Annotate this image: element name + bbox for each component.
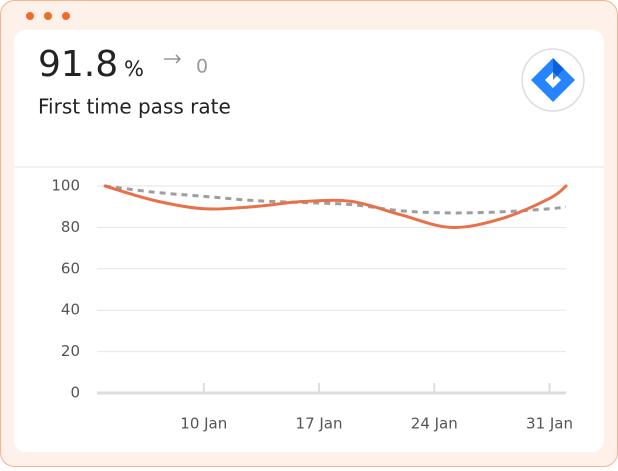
metric-title: First time pass rate: [38, 95, 231, 119]
trend-arrow: [164, 54, 181, 64]
window-dot: [62, 12, 70, 20]
y-tick-label: 100: [51, 177, 80, 195]
metric-change: 0: [196, 56, 208, 78]
metric-unit: %: [124, 57, 144, 81]
x-tick-label: 17 Jan: [296, 415, 343, 433]
y-tick-label: 40: [61, 301, 80, 319]
y-tick-label: 80: [61, 218, 80, 236]
series-line: [103, 184, 568, 229]
y-tick-label: 60: [61, 259, 80, 277]
y-tick-label: 0: [70, 384, 80, 402]
x-tick-label: 31 Jan: [526, 415, 573, 433]
window-dot: [44, 12, 52, 20]
card: [14, 30, 604, 452]
window-dot: [26, 12, 34, 20]
series-line: [104, 184, 567, 215]
y-tick-label: 20: [61, 342, 80, 360]
x-tick-label: 24 Jan: [411, 415, 458, 433]
jira-logo: [521, 48, 585, 112]
metric-value: 91.8: [38, 44, 118, 85]
x-tick-label: 10 Jan: [180, 415, 227, 433]
